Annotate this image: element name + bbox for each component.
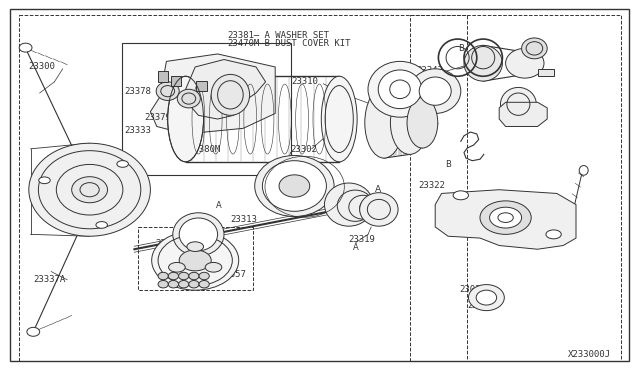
Ellipse shape [19, 43, 32, 52]
Ellipse shape [38, 177, 50, 184]
Ellipse shape [189, 280, 199, 288]
Ellipse shape [453, 191, 468, 200]
Ellipse shape [360, 193, 398, 226]
Ellipse shape [365, 87, 403, 158]
Ellipse shape [349, 195, 377, 219]
Ellipse shape [211, 74, 250, 115]
Bar [538, 69, 554, 76]
Bar [196, 81, 207, 91]
Ellipse shape [179, 280, 189, 288]
Text: 23357: 23357 [219, 270, 246, 279]
Ellipse shape [419, 77, 451, 105]
Text: 23381: 23381 [227, 31, 254, 40]
Bar [158, 71, 168, 82]
Text: B: B [445, 160, 451, 169]
Ellipse shape [189, 272, 199, 280]
Text: 23322: 23322 [419, 181, 445, 190]
Ellipse shape [490, 207, 522, 228]
Ellipse shape [368, 61, 432, 117]
Text: 23312: 23312 [341, 204, 368, 213]
Ellipse shape [468, 285, 504, 311]
Ellipse shape [177, 89, 200, 108]
Ellipse shape [579, 166, 588, 175]
Ellipse shape [480, 201, 531, 234]
Ellipse shape [168, 263, 185, 272]
Text: 23313M: 23313M [155, 239, 187, 248]
Ellipse shape [324, 183, 373, 226]
Ellipse shape [96, 222, 108, 228]
Text: 23038: 23038 [460, 285, 486, 294]
Polygon shape [186, 60, 266, 119]
Text: A: A [353, 243, 358, 252]
Ellipse shape [168, 76, 204, 162]
Text: 23379: 23379 [144, 113, 171, 122]
Ellipse shape [378, 70, 422, 109]
Text: B: B [480, 48, 486, 57]
Text: 23337: 23337 [47, 155, 74, 164]
Text: 23302: 23302 [290, 145, 317, 154]
Text: B: B [458, 44, 464, 53]
Ellipse shape [152, 231, 239, 290]
Ellipse shape [255, 155, 334, 217]
Ellipse shape [27, 327, 40, 336]
Text: 23337A: 23337A [33, 275, 65, 284]
Text: A: A [374, 185, 381, 194]
Ellipse shape [179, 218, 218, 251]
Ellipse shape [199, 280, 209, 288]
Text: 23333: 23333 [125, 126, 152, 135]
Ellipse shape [337, 190, 373, 221]
Ellipse shape [158, 272, 168, 280]
Ellipse shape [500, 87, 536, 121]
Ellipse shape [156, 82, 179, 100]
Polygon shape [499, 102, 547, 126]
Text: 23343: 23343 [416, 66, 443, 75]
Ellipse shape [279, 175, 310, 197]
Polygon shape [150, 54, 275, 134]
Text: 23333: 23333 [172, 128, 198, 137]
Ellipse shape [410, 69, 461, 113]
Text: 23380M: 23380M [189, 145, 221, 154]
Ellipse shape [506, 48, 544, 78]
Ellipse shape [187, 242, 204, 251]
Text: — B DUST COVER KIT: — B DUST COVER KIT [243, 39, 351, 48]
Ellipse shape [390, 91, 429, 154]
Ellipse shape [168, 280, 179, 288]
Ellipse shape [367, 199, 390, 219]
Text: 23470M: 23470M [227, 39, 259, 48]
Ellipse shape [360, 198, 383, 218]
Ellipse shape [117, 161, 129, 167]
Ellipse shape [407, 97, 438, 148]
Text: A: A [291, 195, 296, 203]
Ellipse shape [168, 272, 179, 280]
Ellipse shape [321, 76, 357, 162]
Ellipse shape [205, 263, 222, 272]
Ellipse shape [173, 213, 224, 256]
Bar [171, 76, 181, 86]
Polygon shape [435, 190, 576, 249]
Text: A: A [289, 152, 294, 161]
Text: 23313: 23313 [230, 215, 257, 224]
Text: X233000J: X233000J [568, 350, 611, 359]
Ellipse shape [158, 280, 168, 288]
Ellipse shape [29, 143, 150, 236]
Text: 23300: 23300 [29, 62, 56, 71]
Ellipse shape [179, 272, 189, 280]
Ellipse shape [72, 177, 108, 203]
Ellipse shape [464, 45, 502, 81]
Ellipse shape [262, 161, 326, 211]
Text: A: A [216, 201, 221, 210]
Text: 23310: 23310 [291, 77, 318, 86]
Ellipse shape [546, 230, 561, 239]
Text: 23318: 23318 [467, 301, 494, 310]
Ellipse shape [476, 290, 497, 305]
Ellipse shape [179, 250, 211, 271]
Text: — A WASHER SET: — A WASHER SET [243, 31, 329, 40]
Text: 23378: 23378 [125, 87, 152, 96]
Text: 23319: 23319 [349, 235, 376, 244]
Text: 23338M: 23338M [47, 175, 79, 184]
Ellipse shape [199, 272, 209, 280]
Ellipse shape [522, 38, 547, 59]
